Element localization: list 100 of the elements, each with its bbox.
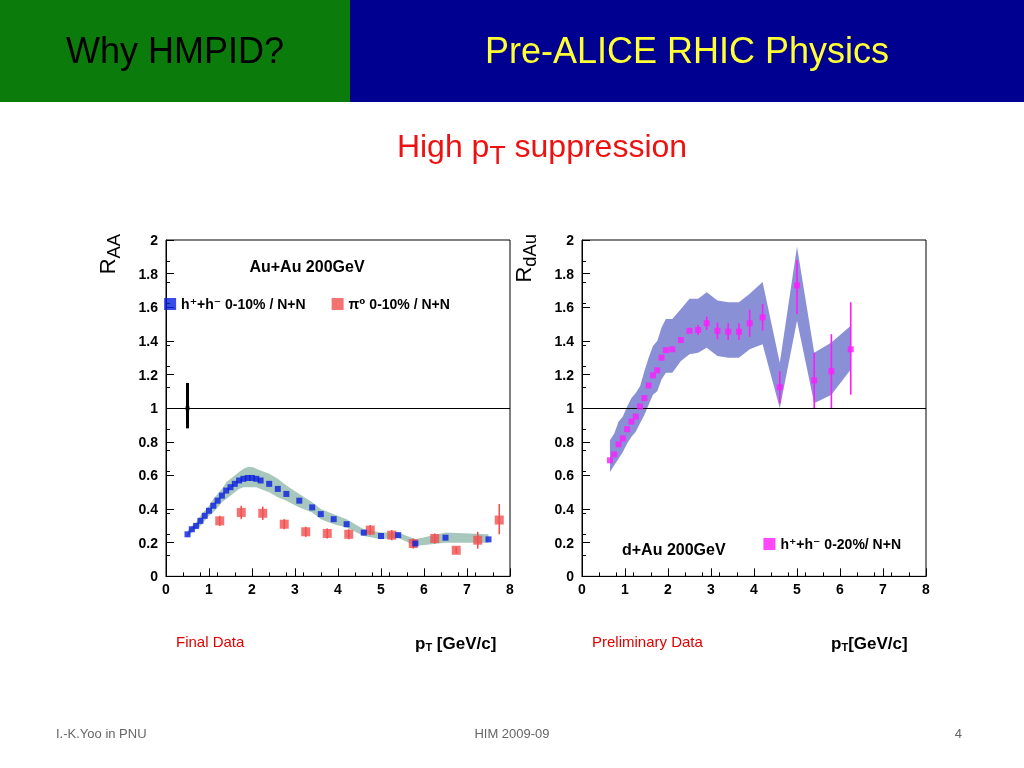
point <box>223 487 230 494</box>
y-tick-label: 0.2 <box>554 534 575 551</box>
x-tick-label: 6 <box>420 581 429 598</box>
legend-label: h⁺+h⁻ 0-20%/ N+N <box>780 536 901 552</box>
point <box>624 426 631 433</box>
point <box>236 507 246 517</box>
point <box>197 517 204 524</box>
legend-label: π⁰ 0-10% / N+N <box>348 296 450 312</box>
text: HIM 2009-09 <box>474 726 550 741</box>
point <box>274 485 281 492</box>
point <box>218 492 225 499</box>
x-tick-label: 5 <box>377 581 386 598</box>
y-tick-label: 0.4 <box>554 501 575 518</box>
legend-label: h⁺+h⁻ 0-10% / N+N <box>181 296 306 312</box>
text: Pre-ALICE RHIC Physics <box>350 0 1024 102</box>
text: Preliminary Data <box>592 633 704 650</box>
point <box>344 529 354 539</box>
x-tick-label: 1 <box>621 581 630 598</box>
text: High p$_{T}$ suppression <box>395 128 689 172</box>
x-tick-label: 3 <box>291 581 300 598</box>
x-tick-label: 0 <box>162 581 171 598</box>
point <box>330 516 337 523</box>
point <box>632 413 639 420</box>
x-tick-label: 5 <box>793 581 802 598</box>
point <box>615 441 622 448</box>
point <box>279 519 289 529</box>
point <box>606 457 613 464</box>
annotation: d+Au 200GeV <box>622 540 726 558</box>
point <box>266 480 273 487</box>
point <box>430 534 440 544</box>
point <box>645 382 652 389</box>
point <box>637 403 644 410</box>
x-tick-label: 2 <box>248 581 257 598</box>
y-tick-label: 1.6 <box>554 299 575 316</box>
y-tick-label: 0.2 <box>138 534 159 551</box>
y-tick-label: 2 <box>150 232 159 248</box>
point <box>662 347 669 354</box>
point <box>258 508 268 518</box>
point <box>309 504 316 511</box>
y-tick-label: 0.8 <box>138 433 159 450</box>
point <box>794 282 800 289</box>
point <box>322 528 332 538</box>
y-tick-label: 0.6 <box>138 467 159 484</box>
y-tick-label: 1 <box>150 400 159 417</box>
y-tick-label: 0 <box>566 568 575 585</box>
point <box>619 435 626 442</box>
point <box>201 512 208 519</box>
y-tick-label: 1.2 <box>554 366 575 383</box>
point <box>811 377 818 384</box>
x-axis-title: pT [GeV/c] <box>415 634 497 654</box>
point <box>387 530 397 540</box>
point <box>214 497 221 504</box>
point <box>735 328 742 335</box>
y-tick-label: 0.4 <box>138 501 159 518</box>
x-tick-label: 4 <box>334 581 343 598</box>
x-tick-label: 7 <box>879 581 888 598</box>
point <box>669 346 676 353</box>
point <box>215 516 225 526</box>
point <box>847 346 854 353</box>
point <box>686 327 693 334</box>
point <box>185 406 190 411</box>
point <box>828 368 835 375</box>
x-tick-label: 6 <box>836 581 845 598</box>
y-tick-label: 1.8 <box>138 265 159 282</box>
point <box>759 314 766 321</box>
point <box>714 327 721 334</box>
point <box>184 531 191 538</box>
point <box>649 372 656 379</box>
point <box>193 522 200 529</box>
point <box>283 490 290 497</box>
point <box>473 535 483 545</box>
text: Final Data <box>176 633 246 650</box>
x-axis-title: pT[GeV/c] <box>831 634 908 654</box>
point <box>257 477 264 484</box>
point <box>296 497 303 504</box>
y-tick-label: 1.6 <box>138 299 159 316</box>
point <box>395 532 402 539</box>
point <box>206 507 212 514</box>
y-tick-label: 1.8 <box>554 265 575 282</box>
point <box>654 367 661 374</box>
point <box>301 527 311 537</box>
point <box>494 515 504 525</box>
point <box>485 536 492 543</box>
x-tick-label: 0 <box>578 581 587 598</box>
x-tick-label: 4 <box>750 581 759 598</box>
point <box>442 534 449 541</box>
x-tick-label: 8 <box>506 581 515 598</box>
point <box>776 384 783 391</box>
y-tick-label: 0.6 <box>554 467 575 484</box>
point <box>412 540 419 547</box>
point <box>317 511 324 518</box>
y-tick-label: 1.4 <box>554 332 575 349</box>
point <box>641 395 648 402</box>
y-tick-label: 1.2 <box>138 366 159 383</box>
point <box>677 337 684 344</box>
y-tick-label: 1.4 <box>138 332 159 349</box>
x-tick-label: 7 <box>463 581 472 598</box>
text: I.-K.Yoo in PNU <box>56 726 147 741</box>
point <box>628 418 635 425</box>
point <box>360 529 367 536</box>
